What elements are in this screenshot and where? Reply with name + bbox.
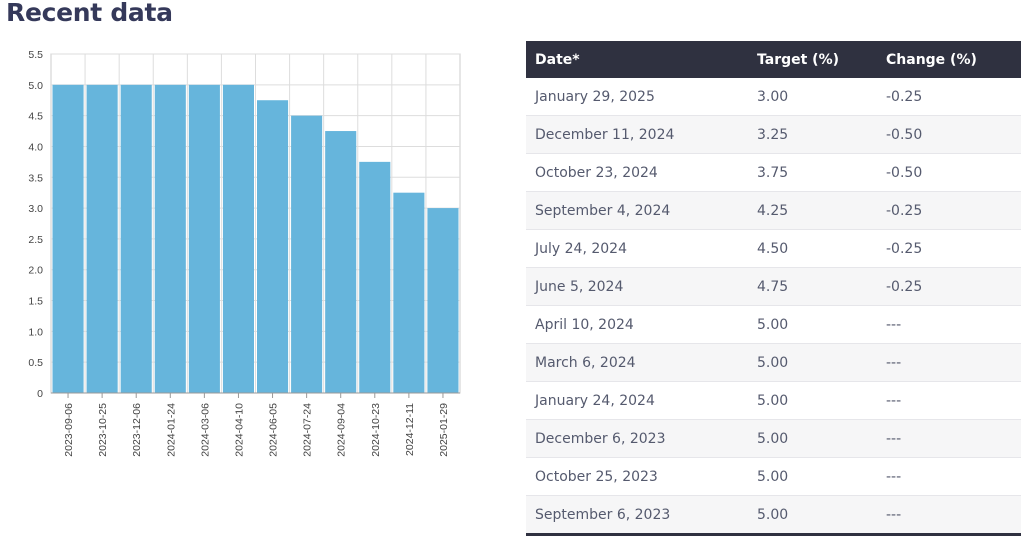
bar	[154, 84, 186, 394]
y-tick-label: 3.0	[28, 203, 43, 215]
x-tick-label: 2024-07-24	[302, 403, 314, 457]
cell-target: 5.00	[757, 495, 886, 536]
table-row: April 10, 2024 5.00 ---	[526, 305, 1021, 344]
table-row: June 5, 2024 4.75 -0.25	[526, 267, 1021, 306]
cell-target: 4.50	[757, 229, 886, 268]
cell-date: September 4, 2024	[526, 191, 757, 230]
bar	[393, 192, 425, 393]
cell-change: ---	[886, 343, 1021, 382]
cell-target: 3.75	[757, 153, 886, 192]
x-tick-label: 2024-04-10	[233, 403, 245, 457]
bar	[291, 115, 323, 394]
x-tick-label: 2024-03-06	[199, 403, 211, 457]
bar	[222, 84, 254, 394]
table-row: January 29, 2025 3.00 -0.25	[526, 78, 1021, 116]
bar	[427, 208, 459, 393]
bar-chart: 0 0.5 1.0 1.5 2.0 2.5 3.0 3.5 4.0 4.5 5.0 5.5 2023-0…	[28, 49, 461, 457]
bar	[325, 131, 357, 393]
y-tick-label: 5.5	[28, 49, 43, 61]
cell-change: ---	[886, 305, 1021, 344]
bar	[52, 84, 84, 394]
table-row: July 24, 2024 4.50 -0.25	[526, 229, 1021, 268]
cell-date: July 24, 2024	[526, 229, 757, 268]
x-tick-label: 2024-06-05	[268, 403, 280, 457]
cell-date: October 23, 2024	[526, 153, 757, 192]
x-tick-label: 2023-12-06	[131, 403, 143, 457]
table-row: March 6, 2024 5.00 ---	[526, 343, 1021, 382]
cell-change: ---	[886, 495, 1021, 536]
cell-date: June 5, 2024	[526, 267, 757, 306]
cell-date: September 6, 2023	[526, 495, 757, 536]
table-row: September 4, 2024 4.25 -0.25	[526, 191, 1021, 230]
cell-date: December 11, 2024	[526, 115, 757, 154]
x-tick-label: 2024-09-04	[336, 403, 348, 457]
cell-target: 5.00	[757, 381, 886, 420]
cell-date: January 24, 2024	[526, 381, 757, 420]
y-tick-label: 1.5	[28, 296, 43, 308]
cell-change: -0.25	[886, 191, 1021, 230]
cell-target: 5.00	[757, 343, 886, 382]
x-tick-label: 2024-12-11	[404, 403, 416, 456]
table-row: September 6, 2023 5.00 ---	[526, 495, 1021, 536]
x-tick-label: 2023-10-25	[97, 403, 109, 457]
cell-change: -0.50	[886, 153, 1021, 192]
rates-table: Date* Target (%) Change (%) January 29, …	[526, 41, 1021, 536]
y-tick-label: 2.0	[28, 265, 43, 277]
cell-date: October 25, 2023	[526, 457, 757, 496]
cell-change: -0.50	[886, 115, 1021, 154]
y-tick-label: 2.5	[28, 234, 43, 246]
bar	[120, 84, 152, 394]
cell-date: January 29, 2025	[526, 78, 757, 116]
cell-date: December 6, 2023	[526, 419, 757, 458]
y-tick-label: 1.0	[28, 326, 43, 338]
cell-change: -0.25	[886, 267, 1021, 306]
table-row: January 24, 2024 5.00 ---	[526, 381, 1021, 420]
cell-target: 3.25	[757, 115, 886, 154]
bar	[86, 84, 118, 394]
x-tick-label: 2024-10-23	[370, 403, 382, 457]
table-header-row: Date* Target (%) Change (%)	[526, 41, 1021, 78]
table-row: December 6, 2023 5.00 ---	[526, 419, 1021, 458]
cell-date: April 10, 2024	[526, 305, 757, 344]
cell-target: 5.00	[757, 419, 886, 458]
cell-target: 3.00	[757, 78, 886, 116]
cell-target: 4.25	[757, 191, 886, 230]
x-tick-label: 2025-01-29	[438, 403, 450, 457]
y-tick-label: 5.0	[28, 80, 43, 92]
y-tick-label: 0	[37, 388, 43, 400]
y-tick-label: 4.5	[28, 111, 43, 123]
table-row: October 25, 2023 5.00 ---	[526, 457, 1021, 496]
cell-change: -0.25	[886, 78, 1021, 116]
header-target: Target (%)	[757, 51, 840, 68]
bar	[257, 100, 289, 394]
table-row: December 11, 2024 3.25 -0.50	[526, 115, 1021, 154]
cell-change: ---	[886, 457, 1021, 496]
cell-target: 5.00	[757, 305, 886, 344]
header-date: Date*	[535, 51, 580, 68]
table-row: October 23, 2024 3.75 -0.50	[526, 153, 1021, 192]
bar	[359, 161, 391, 393]
cell-change: ---	[886, 381, 1021, 420]
cell-date: March 6, 2024	[526, 343, 757, 382]
x-tick-label: 2023-09-06	[63, 403, 75, 457]
bar	[188, 84, 220, 394]
header-change: Change (%)	[886, 51, 977, 68]
y-tick-label: 0.5	[28, 357, 43, 369]
y-tick-label: 4.0	[28, 141, 43, 153]
cell-target: 5.00	[757, 457, 886, 496]
cell-change: ---	[886, 419, 1021, 458]
cell-target: 4.75	[757, 267, 886, 306]
cell-change: -0.25	[886, 229, 1021, 268]
page-title: Recent data	[6, 0, 173, 27]
x-tick-label: 2024-01-24	[165, 403, 177, 457]
y-tick-label: 3.5	[28, 172, 43, 184]
